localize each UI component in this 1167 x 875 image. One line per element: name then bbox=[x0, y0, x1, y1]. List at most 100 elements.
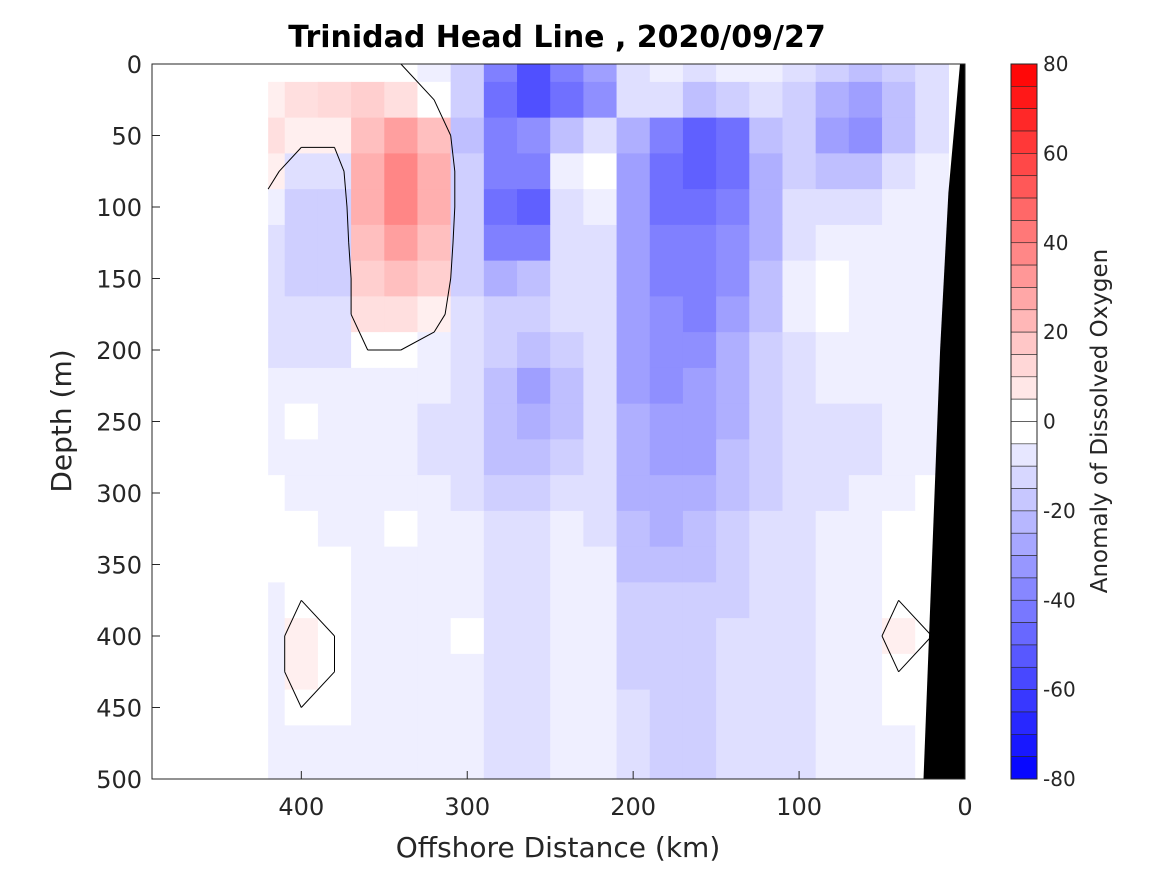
heatmap-cell bbox=[649, 332, 684, 369]
heatmap-cell bbox=[550, 296, 584, 333]
heatmap-cell bbox=[417, 761, 452, 780]
heatmap-cell bbox=[583, 296, 618, 333]
heatmap-cell bbox=[716, 761, 750, 780]
heatmap-cell bbox=[583, 582, 618, 619]
heatmap-cell bbox=[649, 653, 684, 691]
heatmap-cell bbox=[749, 653, 784, 691]
heatmap-cell bbox=[317, 367, 352, 405]
heatmap-cell bbox=[384, 510, 419, 548]
heatmap-cell bbox=[815, 189, 850, 226]
heatmap-cell bbox=[782, 403, 817, 440]
heatmap-cell bbox=[782, 761, 817, 780]
heatmap-cell bbox=[483, 260, 518, 297]
heatmap-cell bbox=[749, 725, 784, 762]
heatmap-cell bbox=[317, 439, 352, 476]
heatmap-cell bbox=[716, 510, 750, 548]
heatmap-cell bbox=[616, 296, 651, 333]
x-axis-label: Offshore Distance (km) bbox=[396, 831, 721, 864]
heatmap-cell bbox=[517, 224, 551, 262]
heatmap-cell bbox=[268, 260, 286, 297]
colorbar-cell bbox=[1010, 63, 1038, 87]
heatmap-cell bbox=[284, 439, 319, 476]
heatmap-cell bbox=[550, 439, 584, 476]
heatmap-cell bbox=[268, 296, 286, 333]
heatmap-cell bbox=[915, 153, 949, 190]
x-axis-ticks: 400 300 200 100 0 bbox=[278, 771, 973, 821]
heatmap-cell bbox=[915, 224, 949, 262]
heatmap-cell bbox=[450, 153, 485, 190]
heatmap-cell bbox=[268, 403, 286, 440]
heatmap-cell bbox=[848, 618, 883, 655]
y-tick-label: 0 bbox=[127, 51, 142, 79]
heatmap-cells bbox=[268, 64, 949, 780]
colorbar-cell bbox=[1010, 666, 1038, 690]
heatmap-cell bbox=[351, 367, 385, 405]
heatmap-cell bbox=[450, 689, 485, 726]
heatmap-cell bbox=[351, 725, 385, 762]
heatmap-cell bbox=[749, 332, 784, 369]
heatmap-cell bbox=[583, 403, 618, 440]
seafloor-bathymetry bbox=[923, 64, 965, 779]
heatmap-cell bbox=[882, 117, 916, 154]
heatmap-cell bbox=[882, 510, 916, 548]
heatmap-cell bbox=[417, 653, 452, 691]
heatmap-cell bbox=[882, 296, 916, 333]
heatmap-cell bbox=[716, 117, 750, 154]
heatmap-cell bbox=[284, 117, 319, 154]
heatmap-cell bbox=[517, 260, 551, 297]
heatmap-cell bbox=[450, 81, 485, 119]
heatmap-cell bbox=[882, 439, 916, 476]
heatmap-cell bbox=[384, 582, 419, 619]
heatmap-cell bbox=[583, 510, 618, 548]
heatmap-cell bbox=[848, 332, 883, 369]
x-tick-label: 300 bbox=[444, 793, 490, 821]
heatmap-cell bbox=[716, 546, 750, 583]
colorbar-tick-label: -40 bbox=[1043, 588, 1076, 612]
heatmap-cell bbox=[882, 332, 916, 369]
heatmap-cell bbox=[417, 475, 452, 512]
heatmap-cell bbox=[782, 189, 817, 226]
heatmap-cell bbox=[268, 618, 286, 655]
heatmap-cell bbox=[268, 725, 286, 762]
heatmap-cell bbox=[384, 725, 419, 762]
colorbar-label: Anomaly of Dissolved Oxygen bbox=[1087, 249, 1113, 594]
heatmap-cell bbox=[384, 439, 419, 476]
colorbar-tick-label: 60 bbox=[1043, 141, 1068, 165]
heatmap-cell bbox=[749, 546, 784, 583]
heatmap-cell bbox=[716, 475, 750, 512]
colorbar-cell bbox=[1010, 644, 1038, 668]
heatmap-cell bbox=[550, 653, 584, 691]
heatmap-cell bbox=[749, 618, 784, 655]
colorbar-cell bbox=[1010, 734, 1038, 757]
heatmap-cell bbox=[417, 546, 452, 583]
heatmap-cell bbox=[550, 618, 584, 655]
heatmap-cell bbox=[483, 618, 518, 655]
heatmap-cell bbox=[550, 582, 584, 619]
heatmap-cell bbox=[815, 260, 850, 297]
heatmap-cell bbox=[417, 618, 452, 655]
heatmap-cell bbox=[716, 64, 750, 83]
heatmap-cell bbox=[782, 653, 817, 691]
heatmap-cell bbox=[417, 403, 452, 440]
heatmap-cell bbox=[815, 439, 850, 476]
heatmap-cell bbox=[317, 224, 352, 262]
colorbar-tick-label: -20 bbox=[1043, 499, 1076, 523]
heatmap-cell bbox=[351, 153, 385, 190]
heatmap-cell bbox=[649, 260, 684, 297]
heatmap-cell bbox=[417, 224, 452, 262]
heatmap-cell bbox=[682, 689, 717, 726]
heatmap-cell bbox=[550, 510, 584, 548]
heatmap-cell bbox=[583, 689, 618, 726]
colorbar-tick-label: 40 bbox=[1043, 231, 1068, 255]
heatmap-cell bbox=[550, 224, 584, 262]
heatmap-cell bbox=[417, 725, 452, 762]
heatmap-cell bbox=[417, 189, 452, 226]
heatmap-cell bbox=[351, 296, 385, 333]
heatmap-cell bbox=[682, 260, 717, 297]
heatmap-cell bbox=[517, 689, 551, 726]
heatmap-cell bbox=[417, 296, 452, 333]
heatmap-cell bbox=[550, 332, 584, 369]
heatmap-cell bbox=[450, 332, 485, 369]
heatmap-cell bbox=[284, 618, 319, 655]
